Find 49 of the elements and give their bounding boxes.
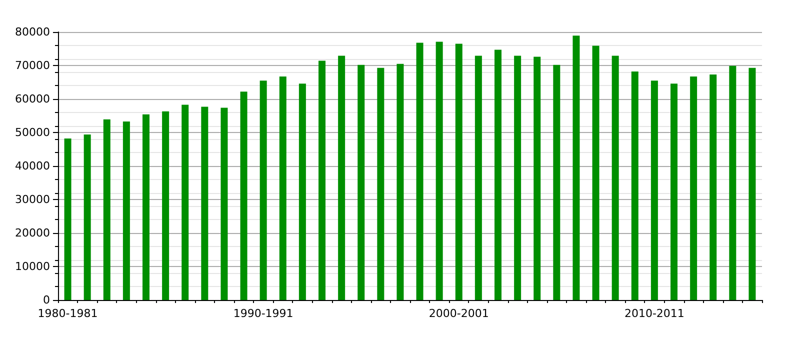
- bar: [631, 72, 638, 300]
- bar: [201, 106, 208, 300]
- bar: [298, 84, 306, 300]
- bar: [572, 36, 580, 300]
- bar: [494, 50, 502, 300]
- y-tick-label: 20000: [15, 226, 50, 240]
- bar: [358, 64, 365, 300]
- y-tick-label: 40000: [15, 160, 50, 172]
- bar: [182, 104, 189, 300]
- y-tick-label: 50000: [15, 126, 50, 139]
- bar: [64, 138, 72, 300]
- x-tick-label: 2010-2011: [624, 307, 684, 320]
- bar: [142, 114, 150, 300]
- bar: [84, 134, 91, 300]
- x-tick-label: 1990-1991: [233, 307, 294, 320]
- bar: [377, 68, 384, 300]
- bar: [729, 66, 736, 300]
- bar: [710, 74, 717, 300]
- bar: [162, 111, 170, 300]
- y-tick-label: 30000: [15, 193, 50, 206]
- x-tick-label: 2000-2001: [428, 307, 489, 320]
- y-tick-label: 80000: [15, 26, 50, 38]
- bar: [690, 76, 698, 300]
- bar: [474, 56, 482, 300]
- bar: [592, 46, 600, 300]
- y-tick-label: 60000: [15, 92, 50, 106]
- bar: [220, 108, 228, 300]
- bar: [122, 121, 130, 300]
- bar: [240, 92, 248, 300]
- bar: [436, 42, 443, 300]
- bar: [534, 56, 541, 300]
- bar: [260, 80, 267, 300]
- bar: [416, 42, 424, 300]
- bar: [553, 64, 560, 300]
- bar: [670, 84, 678, 300]
- y-tick-label: 70000: [15, 59, 50, 72]
- bar: [612, 56, 619, 300]
- bar: [103, 119, 110, 300]
- bar: [338, 56, 346, 300]
- bar: [514, 56, 522, 300]
- bar: [455, 44, 462, 300]
- y-tick-label: 10000: [15, 260, 50, 273]
- bar: [318, 60, 326, 300]
- y-tick-label: 0: [43, 294, 50, 306]
- bar: [650, 80, 658, 300]
- bar: [748, 68, 756, 300]
- x-tick-label: 1980-1981: [38, 307, 98, 320]
- bar: [279, 76, 286, 300]
- bar: [396, 64, 404, 300]
